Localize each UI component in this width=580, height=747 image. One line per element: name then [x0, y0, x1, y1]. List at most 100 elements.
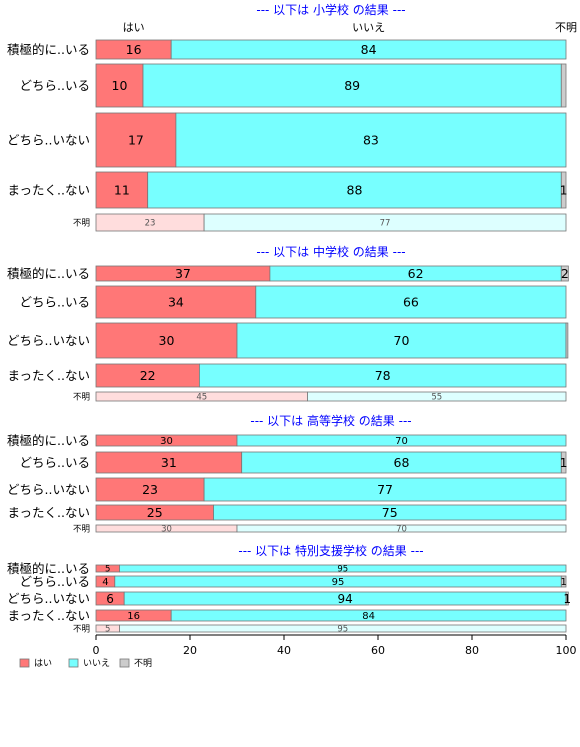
x-tick-label: 100 [556, 644, 577, 657]
bar-segment [213, 504, 567, 521]
row-label: どちら..いない [7, 482, 90, 497]
row-label: どちら..いない [7, 333, 90, 348]
data-label: 23 [145, 219, 156, 229]
bar-segment [203, 213, 567, 232]
bar-segment [565, 322, 569, 359]
row-label: 積極的に..いる [7, 42, 90, 57]
bar-segment [560, 451, 567, 474]
data-label: 1 [563, 592, 571, 606]
bar-segment [560, 63, 567, 108]
data-label: 68 [394, 455, 410, 470]
data-label: 25 [147, 505, 163, 520]
data-label: 5 [105, 565, 110, 575]
bar-segment [236, 434, 567, 447]
bar-segment [147, 171, 562, 209]
data-label: 70 [396, 525, 407, 535]
column-header: いいえ [352, 21, 385, 34]
data-label: 6 [106, 592, 114, 606]
data-label: 4 [102, 577, 108, 588]
row-label: まったく..ない [8, 183, 90, 198]
legend-label: いいえ [83, 658, 110, 669]
row-label: どちら..いる [20, 455, 90, 470]
bar-segment [170, 609, 567, 622]
row-label: どちら..いない [7, 133, 90, 148]
bar-segment [560, 265, 569, 282]
data-label: 37 [175, 266, 191, 281]
data-label: 23 [142, 482, 158, 497]
bar-segment [95, 322, 238, 359]
bar-segment [198, 363, 567, 388]
legend-swatch [19, 658, 30, 668]
data-label: 34 [168, 295, 184, 310]
bar-segment [119, 564, 567, 573]
row-label: 不明 [73, 625, 90, 635]
row-label: 不明 [73, 219, 90, 229]
bar-segment [175, 112, 567, 168]
data-label: 77 [380, 219, 391, 229]
row-label: 不明 [73, 525, 90, 535]
x-tick-label: 40 [277, 644, 291, 657]
data-label: 22 [140, 368, 156, 383]
data-label: 31 [161, 455, 177, 470]
x-tick-label: 60 [371, 644, 385, 657]
row-label: まったく..ない [8, 505, 90, 520]
x-tick-label: 0 [93, 644, 100, 657]
row-label: どちら..いる [20, 295, 90, 310]
data-label: 83 [363, 133, 379, 148]
data-label: 89 [344, 78, 360, 93]
data-label: 2 [561, 266, 569, 281]
data-label: 30 [159, 333, 175, 348]
data-label: 10 [112, 78, 128, 93]
data-label: 16 [127, 611, 140, 622]
bar-segment [95, 171, 149, 209]
data-label: 1 [560, 455, 568, 470]
data-label: 88 [347, 183, 363, 198]
data-label: 77 [377, 482, 393, 497]
bar-segment [560, 575, 567, 588]
data-label: 95 [337, 565, 348, 575]
row-label: どちら..いる [20, 574, 90, 589]
row-label: まったく..ない [8, 368, 90, 383]
row-label: 積極的に..いる [7, 433, 90, 448]
row-label: 不明 [73, 393, 90, 403]
row-label: どちら..いない [7, 591, 90, 606]
data-label: 84 [361, 42, 377, 57]
legend-label: 不明 [134, 658, 152, 669]
bar-segment [560, 171, 567, 209]
row-label: まったく..ない [8, 608, 90, 623]
data-label: 16 [126, 42, 142, 57]
data-label: 55 [431, 393, 442, 403]
bar-segment [307, 391, 567, 402]
bar-segment [119, 624, 567, 633]
data-label: 1 [560, 183, 568, 198]
bar-segment [565, 591, 569, 606]
x-tick-label: 20 [183, 644, 197, 657]
data-label: 17 [128, 133, 144, 148]
data-label: 1 [560, 577, 566, 588]
legend-swatch [119, 658, 130, 668]
data-label: 45 [196, 393, 207, 403]
x-tick-label: 80 [465, 644, 479, 657]
column-header: はい [123, 21, 145, 34]
column-header: 不明 [555, 21, 577, 34]
data-label: 70 [394, 333, 410, 348]
data-label: 30 [161, 525, 172, 535]
data-label: 30 [160, 436, 173, 447]
panel-title: --- 以下は 中学校 の結果 --- [256, 244, 405, 259]
data-label: 95 [332, 577, 345, 588]
bar-segment [203, 477, 567, 502]
bar-segment [95, 285, 257, 319]
data-label: 75 [382, 505, 398, 520]
bar-segment [255, 285, 567, 319]
legend-swatch [68, 658, 79, 668]
data-label: 78 [375, 368, 391, 383]
panel-title: --- 以下は 小学校 の結果 --- [256, 2, 405, 17]
bar-segment [95, 63, 144, 108]
data-label: 62 [408, 266, 424, 281]
data-label: 95 [337, 625, 348, 635]
panel-title: --- 以下は 高等学校 の結果 --- [250, 413, 411, 428]
data-label: 70 [395, 436, 408, 447]
bar-segment [236, 524, 567, 533]
row-label: 積極的に..いる [7, 266, 90, 281]
